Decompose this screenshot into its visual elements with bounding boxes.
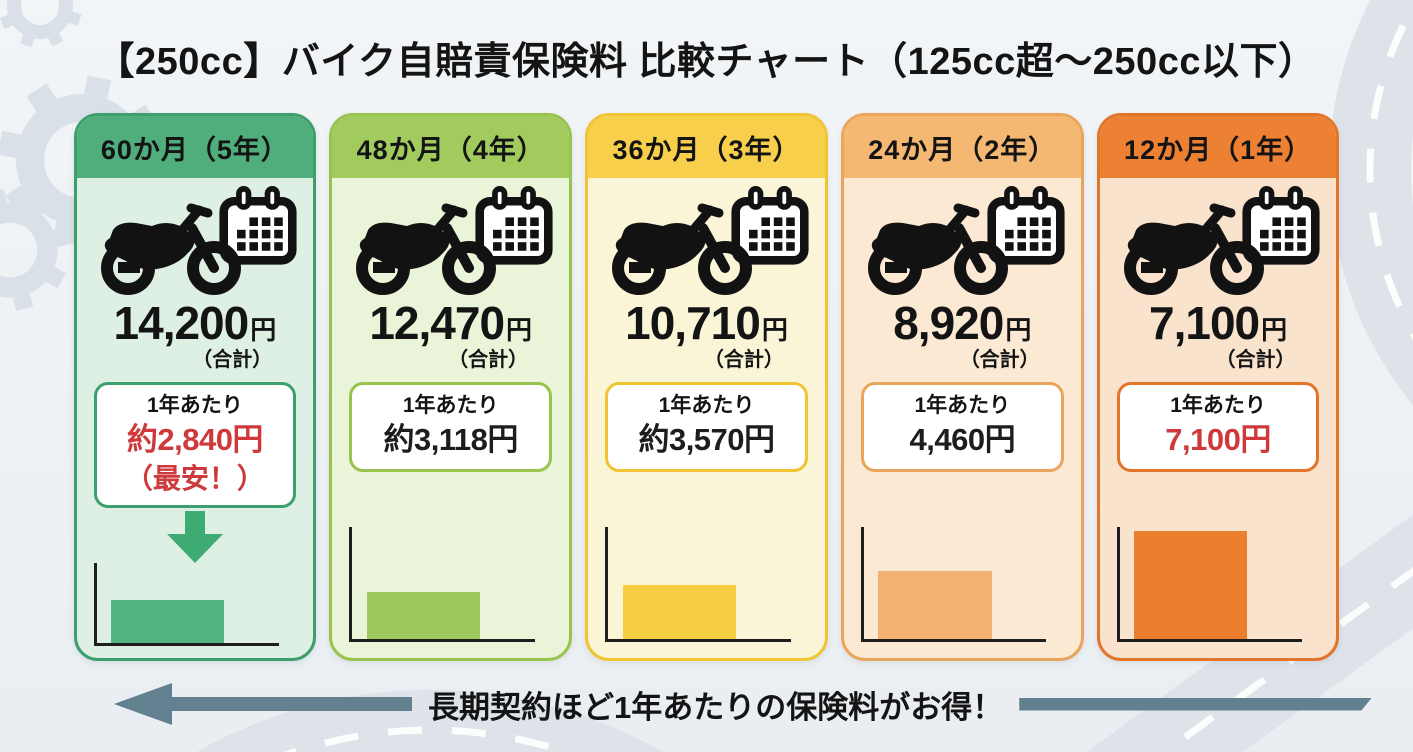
left-arrow-icon — [114, 683, 412, 725]
plan-card-body: 14,200円 （合計） 1年あたり 約2,840円 （最安！） — [77, 178, 314, 658]
total-note: （合計） — [448, 349, 529, 371]
plan-period: 24か月（2年） — [843, 116, 1081, 178]
per-year-box: 1年あたり 7,100円 — [1116, 382, 1320, 472]
calendar-icon — [1242, 186, 1321, 265]
total-price: 10,710円 （合計） — [605, 300, 808, 370]
plan-card-body: 10,710円 （合計） 1年あたり 約3,570円 — [588, 178, 825, 658]
icon-group — [349, 186, 553, 296]
total-price: 12,470円 （合計） — [349, 300, 552, 370]
icon-group — [861, 186, 1065, 296]
per-year-box: 1年あたり 4,460円 — [860, 382, 1064, 472]
motorcycle-icon — [612, 203, 753, 295]
comparison-cards: 60か月（5年） — [73, 113, 1340, 661]
calendar-icon — [987, 186, 1065, 265]
per-year-box: 1年あたり 約2,840円 （最安！） — [93, 382, 297, 508]
total-note: （合計） — [1215, 349, 1296, 371]
plan-card: 12か月（1年） — [1096, 113, 1340, 661]
icon-group — [605, 186, 809, 296]
per-year-value: 4,460円 — [909, 422, 1016, 458]
per-year-box: 1年あたり 約3,570円 — [605, 382, 808, 472]
total-price: 14,200円 （合計） — [94, 300, 297, 370]
motorcycle-icon — [356, 203, 497, 295]
bar — [366, 592, 481, 639]
icon-group — [1117, 186, 1321, 296]
calendar-icon — [475, 186, 553, 265]
plan-period: 36か月（3年） — [588, 116, 825, 178]
plan-card-body: 8,920円 （合計） 1年あたり 4,460円 — [844, 178, 1081, 658]
total-amount: 12,470 — [369, 297, 505, 349]
total-amount: 7,100 — [1149, 297, 1260, 349]
cheapest-note: （最安！） — [124, 463, 265, 494]
calendar-icon — [731, 186, 809, 265]
plan-card: 36か月（3年） — [585, 113, 828, 661]
page-title: 【250cc】バイク自賠責保険料 比較チャート（125cc超〜250cc以下） — [96, 41, 1317, 83]
total-amount: 10,710 — [625, 297, 761, 349]
total-price: 7,100円 （合計） — [1117, 300, 1320, 370]
total-amount: 14,200 — [113, 297, 250, 349]
per-year-box: 1年あたり 約3,118円 — [349, 382, 553, 472]
plan-card: 24か月（2年） — [840, 113, 1084, 661]
down-arrow-icon — [94, 511, 297, 563]
total-price: 8,920円 （合計） — [861, 300, 1064, 370]
per-year-label: 1年あたり — [402, 394, 499, 417]
plan-card: 60か月（5年） — [73, 113, 317, 661]
plan-period: 48か月（4年） — [332, 116, 570, 178]
arrow-tail-line — [1019, 697, 1372, 711]
plan-period: 60か月（5年） — [76, 116, 314, 178]
total-amount: 8,920 — [893, 297, 1004, 349]
bar — [878, 571, 992, 639]
motorcycle-icon — [1123, 203, 1264, 295]
per-year-value: 約3,118円 — [383, 422, 519, 458]
per-year-label: 1年あたり — [1170, 394, 1266, 417]
yen-suffix: 円 — [1005, 315, 1032, 345]
mini-bar-chart — [349, 527, 535, 642]
per-year-label: 1年あたり — [914, 394, 1011, 417]
mini-bar-chart — [1116, 527, 1303, 642]
mini-bar-chart — [93, 563, 280, 646]
motorcycle-icon — [867, 203, 1008, 295]
mini-bar-chart — [605, 527, 791, 642]
bar — [622, 585, 736, 639]
total-note: （合計） — [959, 349, 1040, 371]
per-year-value: 約2,840円 — [126, 422, 264, 458]
plan-card-body: 12,470円 （合計） 1年あたり 約3,118円 — [332, 178, 569, 658]
plan-period: 12か月（1年） — [1099, 116, 1337, 178]
calendar-icon — [219, 186, 297, 265]
per-year-value: 約3,570円 — [638, 422, 775, 458]
bar — [111, 600, 225, 643]
footer-text: 長期契約ほど1年あたりの保険料がお得！ — [428, 689, 1004, 725]
footer-arrow-banner: 長期契約ほど1年あたりの保険料がお得！ — [112, 681, 1372, 727]
bar — [1134, 531, 1248, 639]
total-note: （合計） — [192, 349, 273, 371]
per-year-label: 1年あたり — [147, 394, 243, 417]
per-year-label: 1年あたり — [658, 394, 755, 417]
mini-bar-chart — [860, 527, 1047, 642]
plan-card-body: 7,100円 （合計） 1年あたり 7,100円 — [1100, 178, 1337, 658]
plan-card: 48か月（4年） — [329, 113, 573, 661]
total-note: （合計） — [703, 349, 784, 371]
yen-suffix: 円 — [1261, 315, 1288, 345]
yen-suffix: 円 — [506, 315, 533, 345]
yen-suffix: 円 — [761, 315, 788, 345]
icon-group — [94, 186, 297, 296]
motorcycle-icon — [100, 203, 241, 295]
per-year-value: 7,100円 — [1165, 422, 1271, 458]
yen-suffix: 円 — [250, 315, 277, 345]
